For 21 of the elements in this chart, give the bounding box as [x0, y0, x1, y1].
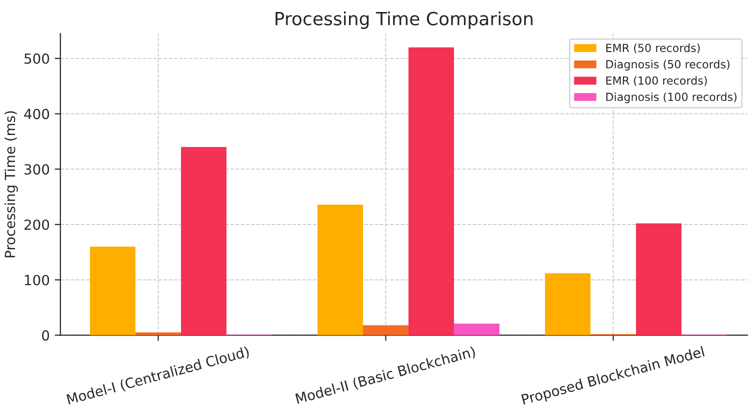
bar	[90, 246, 136, 336]
y-tick-label: 300	[24, 164, 50, 175]
bar	[317, 204, 363, 336]
y-tick-label: 500	[24, 53, 50, 64]
bar	[454, 324, 500, 336]
bar	[180, 146, 226, 336]
legend-label: EMR (100 records)	[606, 76, 707, 86]
bar	[362, 325, 408, 336]
legend-label: Diagnosis (50 records)	[606, 60, 730, 71]
y-tick-label: 400	[24, 108, 50, 120]
bar	[544, 273, 590, 336]
bar	[135, 332, 181, 336]
y-tick-label: 200	[24, 219, 50, 230]
bar	[408, 47, 454, 336]
legend-label: Diagnosis (100 records)	[606, 92, 736, 104]
y-tick-label: 0	[42, 330, 50, 341]
y-tick-label: 100	[25, 274, 50, 286]
bar	[636, 223, 682, 336]
chart-title: Processing Time Comparison	[276, 11, 532, 29]
legend-label: EMR (50 records)	[606, 44, 700, 54]
y-axis-title: Processing Time (ms)	[4, 111, 18, 258]
